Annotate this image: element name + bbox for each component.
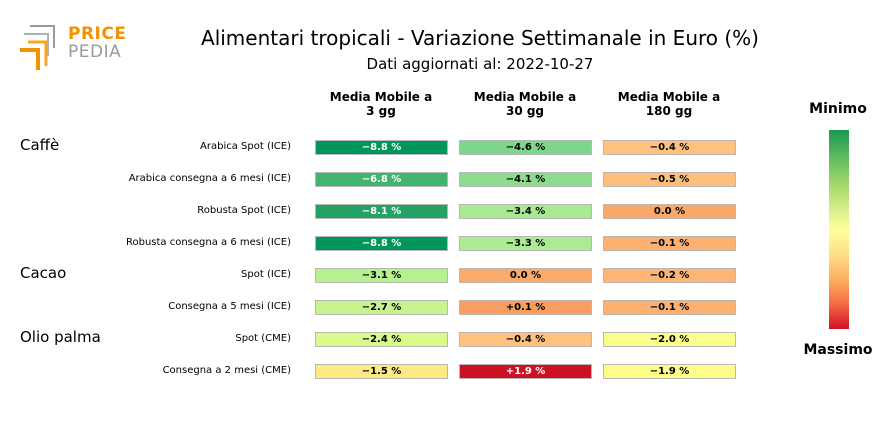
heatmap-cell: −3.4 % <box>459 204 592 219</box>
group-label: Cacao <box>20 264 67 282</box>
logo-text-pedia: PEDIA <box>68 42 122 62</box>
heatmap-cell: −3.3 % <box>459 236 592 251</box>
row-label: Consegna a 2 mesi (CME) <box>162 365 291 376</box>
heatmap-cell: 0.0 % <box>603 204 736 219</box>
column-header-2: Media Mobile a 30 gg <box>473 90 577 118</box>
chart-title: Alimentari tropicali - Variazione Settim… <box>201 26 759 50</box>
heatmap-cell: −8.8 % <box>315 140 448 155</box>
heatmap-cell: −1.5 % <box>315 364 448 379</box>
heatmap-cell: −2.4 % <box>315 332 448 347</box>
heatmap-cell: 0.0 % <box>459 268 592 283</box>
heatmap-cell: −8.8 % <box>315 236 448 251</box>
heatmap-cell: −0.4 % <box>603 140 736 155</box>
logo-text-price: PRICE <box>68 24 127 44</box>
heatmap-cell: −2.7 % <box>315 300 448 315</box>
column-header-3: Media Mobile a 180 gg <box>617 90 721 118</box>
row-label: Robusta consegna a 6 mesi (ICE) <box>125 237 291 248</box>
row-label: Arabica consegna a 6 mesi (ICE) <box>128 173 291 184</box>
row-label: Robusta Spot (ICE) <box>197 205 291 216</box>
heatmap-cell: −1.9 % <box>603 364 736 379</box>
group-label: Olio palma <box>20 328 101 346</box>
row-label: Arabica Spot (ICE) <box>200 141 291 152</box>
row-label: Spot (CME) <box>235 333 291 344</box>
colorbar <box>829 130 849 329</box>
heatmap-cell: +1.9 % <box>459 364 592 379</box>
row-label: Spot (ICE) <box>241 269 291 280</box>
heatmap-cell: −0.4 % <box>459 332 592 347</box>
chart-subtitle: Dati aggiornati al: 2022-10-27 <box>366 55 594 73</box>
heatmap-cell: −8.1 % <box>315 204 448 219</box>
heatmap-cell: −0.1 % <box>603 236 736 251</box>
heatmap-cell: −3.1 % <box>315 268 448 283</box>
pricepedia-logo: PRICE PEDIA <box>18 22 128 74</box>
logo-mark-icon <box>20 25 55 70</box>
row-label: Consegna a 5 mesi (ICE) <box>168 301 291 312</box>
heatmap-cell: −0.1 % <box>603 300 736 315</box>
heatmap-cell: −2.0 % <box>603 332 736 347</box>
heatmap-cell: −0.2 % <box>603 268 736 283</box>
heatmap-cell: −4.1 % <box>459 172 592 187</box>
heatmap-cell: −6.8 % <box>315 172 448 187</box>
group-label: Caffè <box>20 136 60 154</box>
heatmap-cell: +0.1 % <box>459 300 592 315</box>
heatmap-cell: −4.6 % <box>459 140 592 155</box>
heatmap-cell: −0.5 % <box>603 172 736 187</box>
colorbar-max-label: Massimo <box>803 342 873 358</box>
colorbar-min-label: Minimo <box>809 101 867 117</box>
